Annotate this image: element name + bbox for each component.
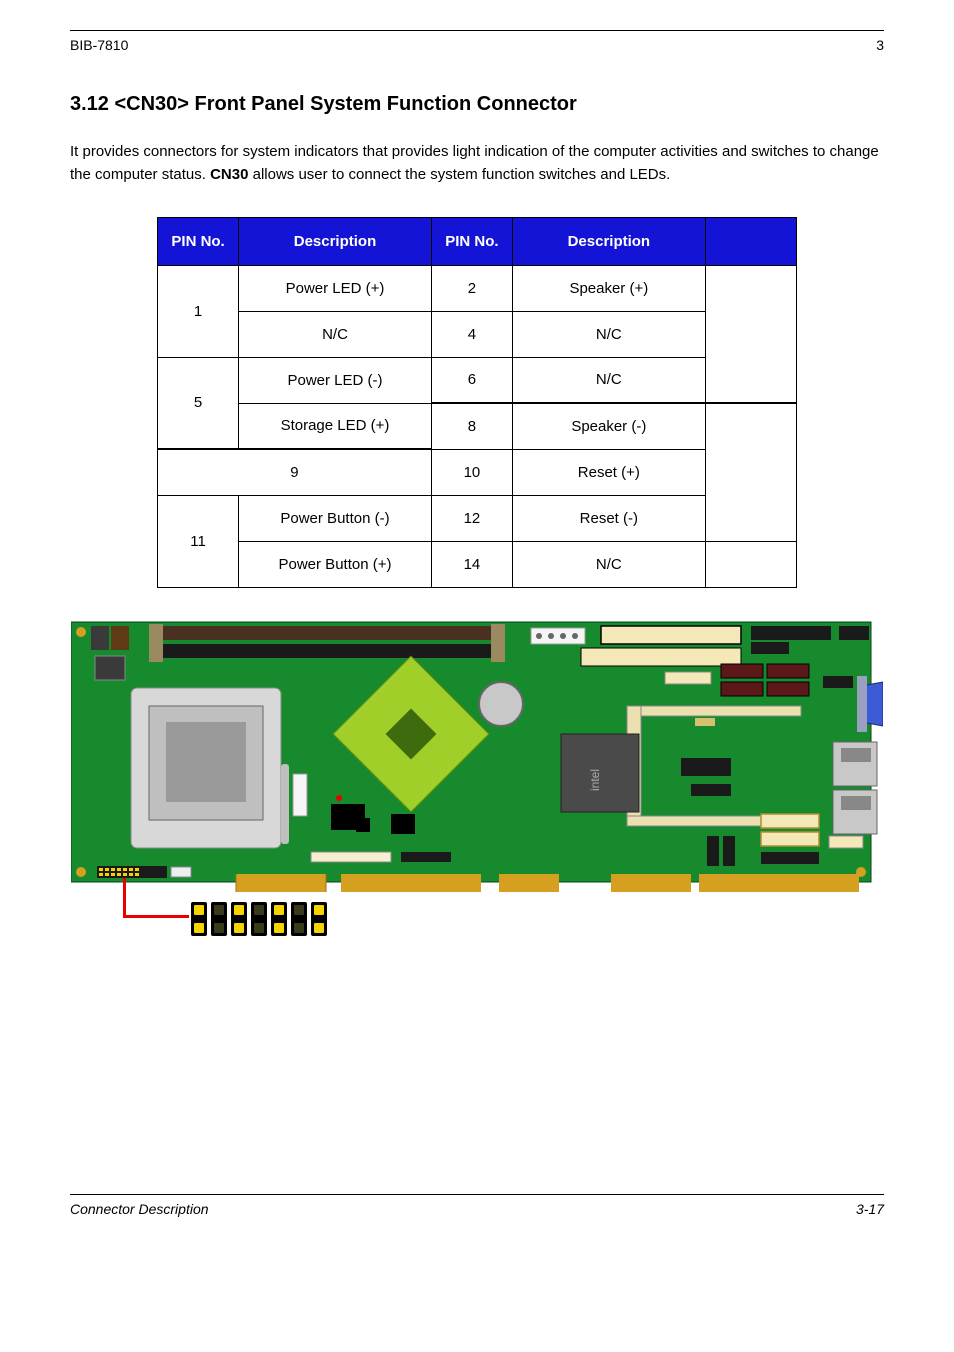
table-cell: Power Button (-): [239, 495, 432, 541]
table-header: PIN No.: [431, 217, 512, 265]
table-cell: 8: [431, 403, 512, 449]
section-heading: 3.12 <CN30> Front Panel System Function …: [70, 93, 884, 116]
table-cell: Storage LED (+): [239, 403, 432, 449]
table-cell: [705, 265, 796, 403]
table-cell: Reset (-): [512, 495, 705, 541]
table-header: PIN No.: [158, 217, 239, 265]
table-cell: 6: [431, 357, 512, 403]
table-cell: 14: [431, 541, 512, 587]
table-cell: [705, 403, 796, 541]
footer-right: 3-17: [856, 1201, 884, 1217]
table-cell: N/C: [512, 311, 705, 357]
table-cell: Speaker (-): [512, 403, 705, 449]
table-cell: 9: [158, 449, 432, 495]
intro-paragraph: It provides connectors for system indica…: [70, 140, 884, 187]
table-cell: 5: [158, 357, 239, 449]
table-cell: 10: [431, 449, 512, 495]
svg-text:intel: intel: [588, 768, 602, 790]
table-cell: Reset (+): [512, 449, 705, 495]
footer-left: Connector Description: [70, 1201, 209, 1217]
board-diagram: intel: [71, 614, 883, 904]
header-left: BIB-7810: [70, 37, 128, 53]
table-cell: Power LED (-): [239, 357, 432, 403]
table-cell: N/C: [239, 311, 432, 357]
table-cell: [705, 541, 796, 587]
table-cell: 2: [431, 265, 512, 311]
header-right: 3: [876, 37, 884, 53]
table-cell: 12: [431, 495, 512, 541]
table-cell: Speaker (+): [512, 265, 705, 311]
table-cell: N/C: [512, 541, 705, 587]
table-cell: 11: [158, 495, 239, 587]
table-cell: 4: [431, 311, 512, 357]
table-cell: Power LED (+): [239, 265, 432, 311]
table-header: Description: [239, 217, 432, 265]
table-header: Description: [512, 217, 705, 265]
pinout-table: PIN No.DescriptionPIN No.Description 1Po…: [157, 217, 797, 588]
table-cell: Power Button (+): [239, 541, 432, 587]
cn30-zoom-icon: [189, 902, 329, 936]
table-cell: 1: [158, 265, 239, 357]
table-cell: N/C: [512, 357, 705, 403]
